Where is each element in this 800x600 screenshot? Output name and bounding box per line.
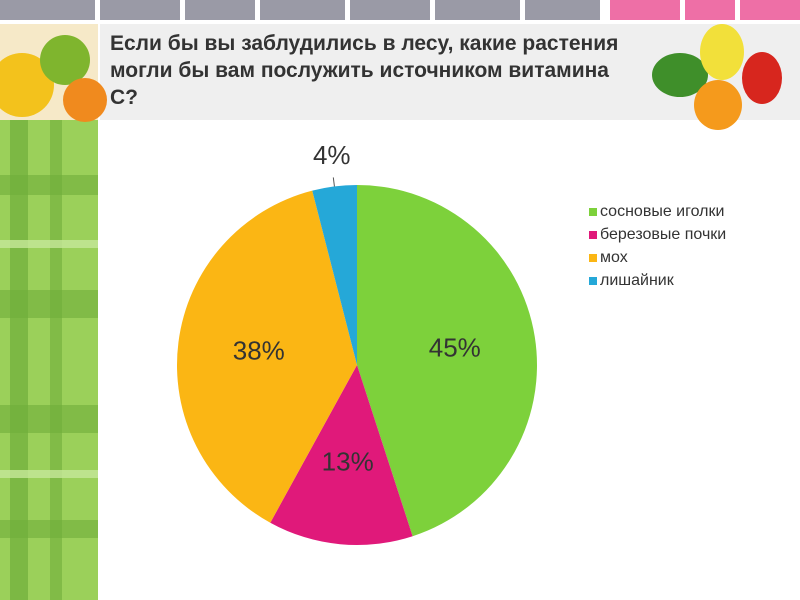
- legend-swatch: [589, 208, 597, 216]
- pie-slice: [176, 190, 357, 523]
- data-label: 38%: [233, 335, 285, 365]
- top-pink-blocks: [610, 0, 800, 20]
- legend-swatch: [589, 231, 597, 239]
- slide-title: Если бы вы заблудились в лесу, какие рас…: [110, 32, 619, 109]
- pie-slice: [270, 365, 413, 545]
- pepper-image: [652, 24, 782, 130]
- legend: сосновые иголки березовые почки мох лишайни…: [589, 203, 726, 289]
- legend-label: мох: [600, 249, 628, 266]
- legend-label: сосновые иголки: [600, 203, 724, 220]
- pie-slice: [312, 185, 357, 365]
- pie-slice: [357, 185, 537, 537]
- leader-line: [332, 177, 335, 187]
- fruit-image: [0, 24, 107, 122]
- legend-swatch: [589, 254, 597, 262]
- legend-label: лишайник: [600, 272, 675, 289]
- legend-swatch: [589, 277, 597, 285]
- pie: 45% 13% 38% 4%: [176, 140, 537, 545]
- legend-label: березовые почки: [600, 226, 726, 243]
- data-label: 4%: [313, 140, 351, 170]
- left-plaid: [0, 120, 98, 600]
- top-blocks: [0, 0, 600, 20]
- data-label: 13%: [322, 446, 374, 476]
- data-label: 45%: [429, 332, 481, 362]
